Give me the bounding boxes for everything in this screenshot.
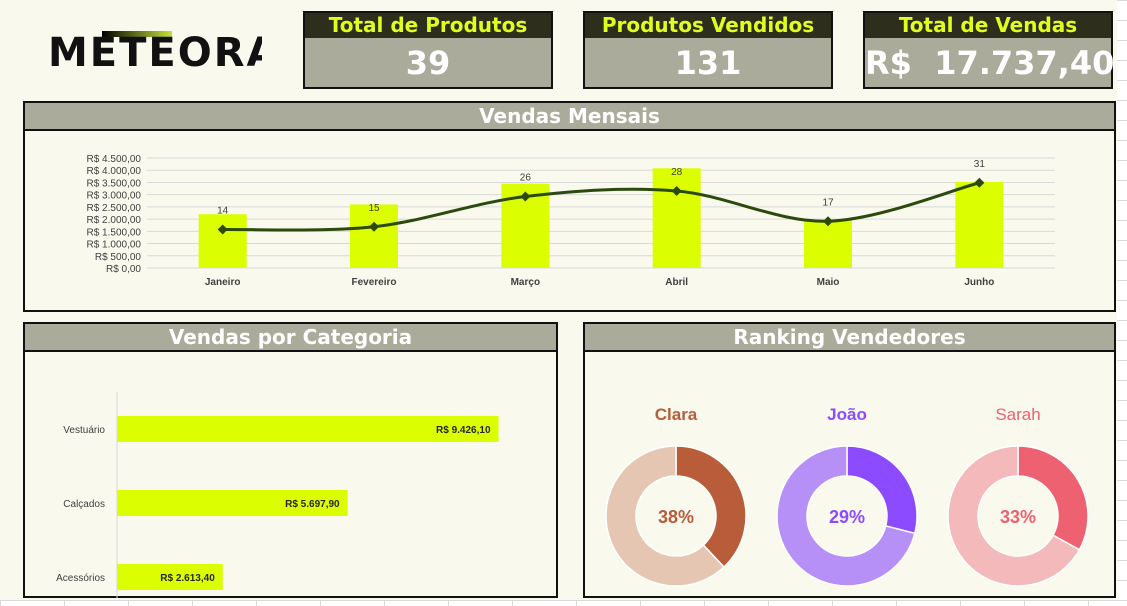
kpi-value: 131 [674,44,742,82]
x-tick-label: Abril [665,277,688,288]
line-point [369,221,379,232]
seller-ranking-chart: Clara 38% João 29% Sarah 33% [605,405,1089,587]
y-tick-label: R$ 1.500,00 [87,227,142,238]
x-tick-label: Janeiro [205,277,241,288]
y-tick-label: R$ 4.500,00 [87,154,142,165]
y-tick-label: R$ 2.000,00 [87,215,142,226]
monthly-sales-panel: Vendas Mensais R$ 0,00 R$ 500,00 R$ 1.000,… [23,101,1116,312]
seller-percent-label: 33% [1000,507,1036,527]
category-sales-chart: Vestuário R$ 9.426,10 Calçados R$ 5.697,90 A… [56,392,499,606]
x-tick-label: Março [511,277,540,288]
x-tick-label: Fevereiro [351,277,396,288]
x-tick-label: Maio [817,277,840,288]
seller-name: Sarah [995,405,1040,424]
data-label: 31 [974,159,986,170]
kpi-total-vendas: Total de Vendas R$ 17.737,40 [863,11,1115,89]
bar [350,204,398,268]
y-tick-label: R$ 3.000,00 [87,191,142,202]
data-label: 17 [822,197,834,208]
category-label: Acessórios [56,573,105,584]
seller-percent-label: 29% [829,507,865,527]
data-label: R$ 9.426,10 [436,425,491,436]
y-tick-label: R$ 2.500,00 [87,203,142,214]
donut-slice-remainder [776,445,916,587]
logo-text: METEORA [48,30,262,70]
y-tick-label: R$ 4.000,00 [87,166,142,177]
kpi-title: Total de Produtos [305,13,551,38]
bar [117,416,499,442]
line-point [974,177,985,188]
seller-name: João [827,405,867,424]
meteora-logo: METEORA [48,30,262,70]
panel-title: Vendas Mensais [25,103,1114,131]
panel-title: Ranking Vendedores [585,324,1114,352]
category-label: Calçados [63,499,105,510]
data-label: 26 [520,173,532,184]
line-point [823,216,833,227]
y-tick-label: R$ 1.000,00 [87,240,142,251]
bar [652,168,701,268]
category-label: Vestuário [63,425,105,436]
panel-title: Vendas por Categoria [25,324,556,352]
kpi-value: R$ 17.737,40 [865,44,1115,82]
data-label: 28 [671,167,683,178]
line-point [671,186,682,196]
donut-slice-remainder [947,445,1081,587]
donut-slice-remainder [605,445,725,587]
kpi-value: 39 [405,44,451,82]
seller-ranking-panel: Ranking Vendedores Clara 38% João 29% Sarah 3… [583,322,1116,598]
donut-slice [675,445,747,569]
bar [198,214,247,268]
monthly-sales-chart: R$ 0,00R$ 500,00R$ 1.000,00R$ 1.500,00R$… [87,154,1055,288]
category-sales-panel: Vendas por Categoria Vestuário R$ 9.426,1… [23,322,558,606]
kpi-total-produtos: Total de Produtos 39 [303,11,553,89]
line-point [217,224,228,235]
data-label: 15 [368,203,380,214]
series-line [222,181,980,232]
donut-slice [846,445,918,535]
bar [804,220,852,268]
data-label: 14 [217,206,229,217]
donut-slice [1017,445,1089,551]
bar [955,181,1004,268]
y-tick-label: R$ 0,00 [106,264,141,275]
kpi-title: Produtos Vendidos [585,13,831,38]
data-label: R$ 5.697,90 [285,499,340,510]
x-tick-label: Junho [964,277,994,288]
data-label: R$ 2.613,40 [160,573,215,584]
y-tick-label: R$ 3.500,00 [87,178,142,189]
kpi-produtos-vendidos: Produtos Vendidos 131 [583,11,833,89]
kpi-title: Total de Vendas [865,13,1111,38]
bar [117,490,348,516]
seller-name: Clara [655,405,698,424]
bar [117,564,223,590]
y-tick-label: R$ 500,00 [95,252,142,263]
line-point [520,191,531,202]
seller-percent-label: 38% [658,507,694,527]
